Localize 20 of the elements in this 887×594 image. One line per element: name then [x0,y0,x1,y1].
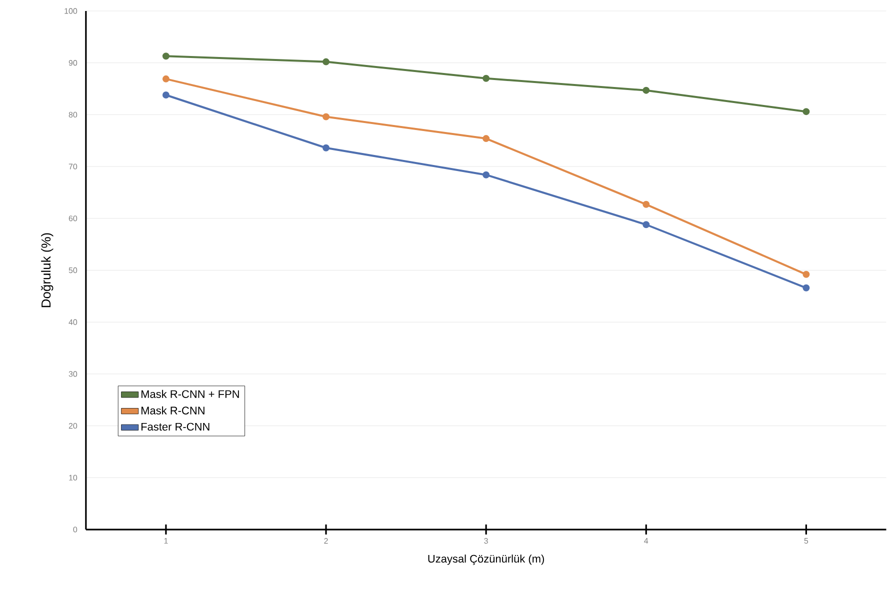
point [642,220,650,228]
point [322,58,330,66]
legend-label: Faster R-CNN [141,422,210,430]
point [642,86,650,94]
point [162,91,170,98]
point [162,75,170,82]
point [162,52,170,60]
x-axis-title: Uzaysal Çözünürlük (m) [428,554,544,565]
point [482,171,490,178]
legend-label: Mask R-CNN + FPN [141,390,239,398]
point [482,134,490,142]
point [642,200,650,208]
point [802,284,810,292]
legend-label: Mask R-CNN [141,406,204,414]
point [802,108,810,115]
y-axis-title: Doğruluk (%) [40,232,54,307]
point [802,270,810,278]
point [322,113,330,120]
point [482,74,490,82]
point [322,144,330,152]
